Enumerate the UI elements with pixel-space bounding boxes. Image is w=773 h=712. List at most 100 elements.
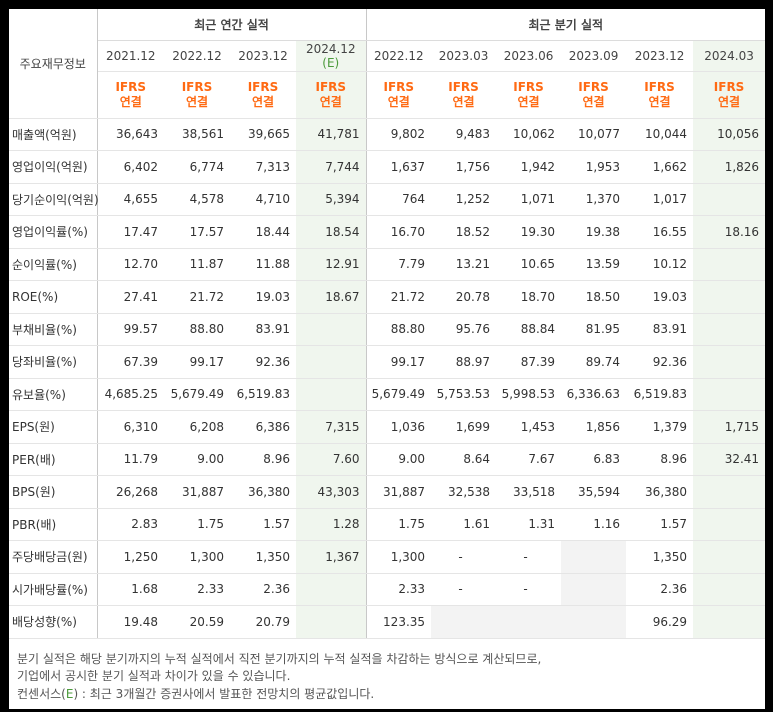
table-cell: 9.00	[366, 443, 432, 476]
table-cell: 7,313	[230, 150, 296, 184]
ifrs-header: IFRS 연결	[561, 71, 627, 119]
footnote-line: 기업에서 공시한 분기 실적과 차이가 있을 수 있습니다.	[17, 669, 291, 683]
table-cell: 41,781	[296, 117, 367, 151]
consolidated-label: 연결	[119, 94, 142, 109]
table-cell: 5,998.53	[496, 378, 562, 411]
table-cell: 19.03	[626, 280, 694, 314]
table-cell: 88.84	[496, 312, 562, 346]
row-label: 배당성향(%)	[9, 605, 98, 639]
table-cell: 2.33	[366, 573, 432, 606]
ifrs-label: IFRS	[115, 79, 147, 94]
table-cell	[496, 605, 562, 639]
table-cell: 2.36	[230, 573, 296, 606]
table-cell: 1,367	[296, 540, 367, 574]
table-cell: 19.38	[561, 215, 627, 249]
consolidated-label: 연결	[319, 94, 342, 109]
table-cell: 1,856	[561, 410, 627, 444]
table-cell: 1,453	[496, 410, 562, 444]
table-cell: 9,483	[431, 117, 497, 151]
row-label: 당기순이익(억원)	[9, 183, 99, 216]
table-row: 유보율(%) 4,685.25 5,679.49 6,519.83 5,679.49 5,…	[9, 378, 766, 411]
ifrs-header: IFRS 연결	[366, 71, 432, 119]
table-cell: 38,561	[164, 117, 230, 151]
table-cell	[561, 573, 627, 606]
footnote-text: ) : 최근 3개월간 증권사에서 발표한 전망치의 평균값입니다.	[73, 686, 375, 701]
consolidated-label: 연결	[517, 94, 540, 109]
consolidated-label: 연결	[387, 94, 410, 109]
period-header: 2024.12 (E)	[296, 40, 367, 72]
table-cell: 1.57	[626, 508, 694, 541]
ifrs-header: IFRS 연결	[97, 71, 164, 119]
table-cell: 17.47	[97, 215, 164, 249]
table-cell: 1.68	[97, 573, 164, 606]
row-label: 유보율(%)	[9, 378, 98, 411]
table-cell: 88.80	[366, 312, 432, 346]
table-cell: 1,826	[693, 150, 766, 184]
table-cell: 31,887	[164, 475, 230, 509]
quarter-group-header: 최근 분기 실적	[366, 9, 766, 41]
table-cell: 1,252	[431, 183, 497, 216]
table-row: 순이익률(%) 12.70 11.87 11.88 12.91 7.79 13.21 10.6…	[9, 248, 766, 281]
table-cell: 1.31	[496, 508, 562, 541]
table-cell: 6,208	[164, 410, 230, 444]
table-cell: 18.54	[296, 215, 367, 249]
table-cell: 17.57	[164, 215, 230, 249]
table-row: 영업이익(억원) 6,402 6,774 7,313 7,744 1,637 1,756 1,…	[9, 150, 766, 184]
table-cell: 2.33	[164, 573, 230, 606]
table-cell: 11.88	[230, 248, 296, 281]
table-cell: 36,380	[626, 475, 694, 509]
table-cell: 10.12	[626, 248, 694, 281]
ifrs-label: IFRS	[181, 79, 213, 94]
table-cell: 18.67	[296, 280, 367, 314]
table-cell: 21.72	[164, 280, 230, 314]
table-cell: 10,062	[496, 117, 562, 151]
row-label: 주당배당금(원)	[9, 540, 98, 574]
footnote-line: 컨센서스(E) : 최근 3개월간 증권사에서 발표한 전망치의 평균값입니다.	[17, 686, 757, 704]
table-cell: 6,519.83	[230, 378, 296, 411]
consolidated-label: 연결	[185, 94, 209, 109]
table-cell: 99.57	[97, 312, 164, 346]
table-cell	[693, 508, 766, 541]
table-cell: 7,744	[296, 150, 367, 184]
consolidated-label: 연결	[718, 94, 741, 109]
table-cell: 36,380	[230, 475, 296, 509]
row-label: 순이익률(%)	[9, 248, 98, 281]
table-cell: 13.21	[431, 248, 497, 281]
table-cell: 6,386	[230, 410, 296, 444]
table-cell	[296, 573, 367, 606]
table-cell: 19.48	[97, 605, 164, 639]
table-cell	[693, 378, 766, 411]
table-cell: 92.36	[230, 345, 296, 379]
table-cell: 4,655	[97, 183, 164, 216]
ifrs-label: IFRS	[513, 79, 544, 94]
table-cell: 11.87	[164, 248, 230, 281]
table-cell: 21.72	[366, 280, 432, 314]
table-cell: 7.79	[366, 248, 432, 281]
table-cell: 18.50	[561, 280, 627, 314]
table-cell	[693, 345, 766, 379]
ifrs-label: IFRS	[448, 79, 479, 94]
period-header-row: 2021.12 2022.12 2023.12 2024.12 (E) 2022.12 20…	[9, 40, 766, 72]
ifrs-header: IFRS 연결	[626, 71, 694, 119]
table-cell: 5,679.49	[366, 378, 432, 411]
table-cell: 8.64	[431, 443, 497, 476]
table-cell: 5,679.49	[164, 378, 230, 411]
footnotes: 분기 실적은 해당 분기까지의 누적 실적에서 직전 분기까지의 누적 실적을 …	[9, 639, 765, 704]
table-cell: 7.60	[296, 443, 367, 476]
table-cell	[296, 312, 367, 346]
table-cell: 2.83	[97, 508, 164, 541]
table-cell	[296, 345, 367, 379]
table-row: PBR(배) 2.83 1.75 1.57 1.28 1.75 1.61 1.31 1.16 1.…	[9, 508, 766, 541]
table-cell: 1.28	[296, 508, 367, 541]
table-cell: 19.03	[230, 280, 296, 314]
ifrs-header: IFRS 연결	[693, 71, 766, 119]
table-cell	[693, 280, 766, 314]
period-header: 2022.12	[366, 40, 432, 72]
table-cell	[693, 605, 766, 639]
ifrs-header: IFRS 연결	[164, 71, 230, 119]
table-row: PER(배) 11.79 9.00 8.96 7.60 9.00 8.64 7.67 6.83 8…	[9, 443, 766, 476]
table-cell	[431, 605, 497, 639]
table-cell: 89.74	[561, 345, 627, 379]
table-cell: 92.36	[626, 345, 694, 379]
row-label: EPS(원)	[9, 410, 98, 444]
